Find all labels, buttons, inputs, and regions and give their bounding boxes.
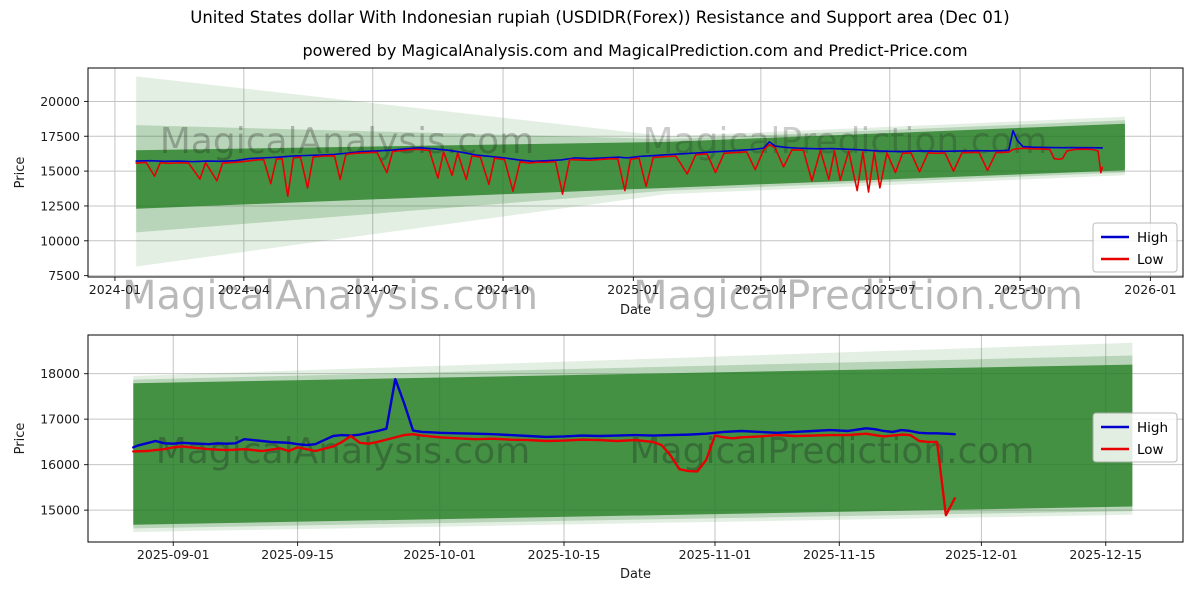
support-resistance-bands (136, 76, 1125, 267)
y-tick-label: 18000 (40, 366, 80, 381)
x-tick-label: 2025-10-01 (403, 547, 476, 562)
x-tick-label: 2024-10 (477, 282, 529, 297)
x-tick-label: 2025-09-15 (261, 547, 334, 562)
watermark: MagicalPrediction.com (643, 121, 1048, 162)
plot-border (87, 67, 1184, 278)
watermark: MagicalAnalysis.com (122, 273, 538, 319)
legend: High Low (1092, 222, 1178, 273)
page-title: United States dollar With Indonesian rup… (190, 8, 1010, 27)
x-tick-label: 2025-11-01 (679, 547, 752, 562)
y-tick-label: 7500 (48, 268, 80, 283)
low-line (132, 432, 956, 517)
legend-label: Low (1137, 442, 1164, 458)
y-tick-label: 20000 (40, 94, 80, 109)
support-resistance-bands (133, 342, 1133, 532)
y-tick-label: 10000 (40, 233, 80, 248)
two-year-chart: 2024-01 2024-04 2024-07 2024-10 2025-01 2025-… (13, 67, 1184, 319)
x-tick-label: 2024-01 (89, 282, 141, 297)
y-axis-label: Price (13, 423, 28, 455)
watermark: MagicalPrediction.com (633, 273, 1083, 319)
watermark: MagicalAnalysis.com (156, 431, 530, 472)
legend-label: High (1137, 420, 1168, 436)
legend-label: High (1137, 230, 1168, 246)
band (133, 364, 1133, 525)
watermark: MagicalPrediction.com (630, 431, 1035, 472)
y-tick-label: 12500 (40, 198, 80, 213)
x-tick-label: 2025-10-15 (528, 547, 601, 562)
page-subtitle: powered by MagicalAnalysis.com and Magic… (302, 41, 968, 60)
y-tick-label: 16000 (40, 457, 80, 472)
x-tick-label: 2025-04 (735, 282, 787, 297)
recent-chart: 2025-09-01 2025-09-15 2025-10-01 2025-10-15… (13, 334, 1184, 582)
y-tick-label: 17000 (40, 412, 80, 427)
x-tick-label: 2025-01 (607, 282, 659, 297)
high-line (132, 377, 956, 449)
x-axis-label: Date (620, 567, 651, 582)
low-line (135, 143, 1104, 197)
y-axis-label: Price (13, 157, 28, 189)
x-tick-label: 2025-12-15 (1069, 547, 1142, 562)
y-tick-label: 17500 (40, 129, 80, 144)
y-tick-label: 15000 (40, 164, 80, 179)
plot-border (87, 334, 1184, 543)
x-tick-label: 2025-12-01 (945, 547, 1018, 562)
x-tick-label: 2026-01 (1124, 282, 1176, 297)
legend: High Low (1092, 412, 1178, 463)
x-tick-label: 2025-09-01 (137, 547, 210, 562)
band (136, 123, 1125, 209)
x-tick-label: 2025-11-15 (803, 547, 876, 562)
legend-label: Low (1137, 252, 1164, 268)
high-line (135, 129, 1104, 163)
x-axis-label: Date (620, 303, 651, 318)
x-tick-label: 2024-07 (347, 282, 399, 297)
x-tick-label: 2025-07 (864, 282, 916, 297)
y-tick-label: 15000 (40, 503, 80, 518)
x-tick-label: 2024-04 (218, 282, 270, 297)
x-tick-label: 2025-10 (994, 282, 1046, 297)
